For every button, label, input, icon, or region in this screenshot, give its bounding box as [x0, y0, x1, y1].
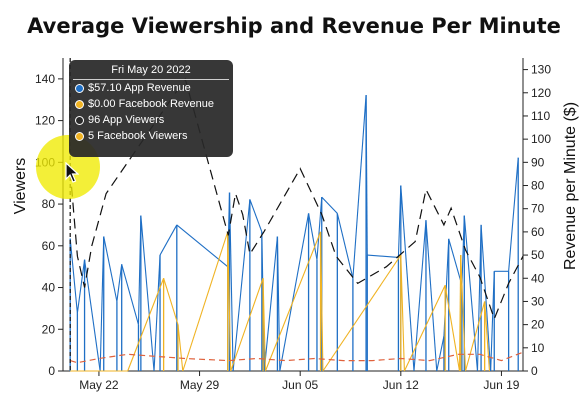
series-segment: [316, 197, 323, 260]
series-segment: [76, 259, 86, 314]
series-segment: [400, 185, 415, 372]
series-segment: [508, 157, 519, 272]
series-segment: [263, 236, 278, 372]
y2-tick-label: 60: [531, 225, 545, 239]
x-tick-label: Jun 19: [483, 378, 519, 392]
series-segment: [463, 215, 479, 372]
y2-tick-label: 70: [531, 202, 545, 216]
series-segment: [365, 95, 368, 256]
series-segment: [163, 278, 179, 325]
series-layer: [69, 77, 524, 372]
series-segment: [116, 264, 123, 302]
x-tick-label: Jun 12: [383, 378, 419, 392]
y-tick-label: 140: [35, 72, 55, 86]
series-segment: [336, 213, 354, 279]
series-segment: [321, 196, 338, 214]
series-segment: [480, 224, 492, 372]
series-segment: [159, 224, 178, 256]
hover-tooltip: Fri May 20 2022 $57.10 App Revenue $0.00…: [69, 60, 233, 157]
y2-tick-label: 120: [531, 86, 551, 100]
series-segment: [153, 255, 161, 372]
series-segment: [279, 213, 310, 372]
x-tick-label: May 22: [79, 378, 119, 392]
series-segment: [464, 301, 486, 372]
series-segment: [177, 324, 184, 372]
y-tick-label: 60: [42, 239, 56, 253]
series-segment: [127, 278, 165, 372]
y2-tick-label: 40: [531, 271, 545, 285]
y2-tick-label: 110: [531, 109, 550, 123]
series-segment: [444, 285, 461, 372]
series-segment: [436, 336, 445, 372]
series-segment: [308, 213, 318, 260]
series-line: [70, 351, 524, 364]
series-segment: [140, 215, 155, 372]
series-segment: [264, 231, 322, 372]
y2-tick-label: 10: [531, 341, 545, 355]
series-segment: [413, 220, 427, 372]
y-tick-label: 40: [42, 281, 56, 295]
app-revenue-swatch-icon: [75, 83, 84, 93]
series-segment: [367, 254, 399, 258]
axes: 0204060801001201400102030405060708090100…: [35, 58, 551, 392]
y2-tick-label: 100: [531, 132, 551, 146]
series-segment: [227, 231, 232, 372]
y2-tick-label: 130: [531, 63, 551, 77]
y2-tick-label: 20: [531, 318, 545, 332]
series-segment: [176, 224, 229, 268]
tooltip-row-text: $0.00 Facebook Revenue: [88, 98, 214, 110]
x-tick-label: May 29: [180, 378, 220, 392]
series-segment: [121, 264, 139, 325]
tooltip-row-facebook-viewers: 5 Facebook Viewers: [69, 128, 233, 144]
x-tick-label: Jun 05: [282, 378, 318, 392]
y-tick-label: 80: [42, 197, 56, 211]
chart-title: Average Viewership and Revenue Per Minut…: [27, 14, 561, 38]
series-segment: [249, 199, 263, 233]
series-line: [69, 77, 524, 321]
series-segment: [84, 259, 101, 372]
series-segment: [69, 238, 78, 314]
y-tick-label: 120: [35, 114, 55, 128]
facebook-revenue-swatch-icon: [75, 99, 84, 109]
series-segment: [400, 255, 405, 372]
y2-tick-label: 90: [531, 155, 545, 169]
y-tick-label: 20: [42, 322, 56, 336]
series-segment: [322, 254, 402, 372]
tooltip-row-text: 96 App Viewers: [88, 114, 165, 126]
y2-tick-label: 0: [531, 364, 538, 378]
y2-axis-label: Revenue per Minute ($): [562, 102, 579, 270]
series-segment: [403, 284, 446, 372]
series-segment: [182, 231, 229, 372]
y-axis-label: Viewers: [12, 158, 29, 215]
app-viewers-swatch-icon: [75, 115, 84, 125]
series-segment: [103, 236, 118, 302]
tooltip-row-app-viewers: 96 App Viewers: [69, 112, 233, 128]
y2-tick-label: 80: [531, 179, 545, 193]
y2-tick-label: 30: [531, 294, 545, 308]
series-facebook-revenue: [70, 231, 491, 372]
series-segment: [425, 220, 438, 372]
series-segment: [262, 278, 266, 372]
series-segment: [230, 278, 264, 372]
facebook-viewers-swatch-icon: [75, 131, 84, 141]
y2-tick-label: 50: [531, 248, 545, 262]
series-segment: [460, 255, 467, 372]
series-segment: [276, 236, 281, 372]
mouse-pointer-icon: [65, 162, 79, 183]
tooltip-row-facebook-revenue: $0.00 Facebook Revenue: [69, 96, 233, 112]
series-segment: [448, 238, 463, 286]
y-tick-label: 0: [48, 364, 55, 378]
tooltip-row-app-revenue: $57.10 App Revenue: [69, 80, 233, 96]
tooltip-row-text: 5 Facebook Viewers: [88, 130, 188, 142]
series-segment: [484, 301, 491, 372]
series-segment: [352, 95, 367, 279]
series-segment: [232, 199, 251, 372]
tooltip-date: Fri May 20 2022: [73, 60, 229, 80]
series-segment: [320, 231, 324, 372]
tooltip-row-text: $57.10 App Revenue: [88, 82, 191, 94]
